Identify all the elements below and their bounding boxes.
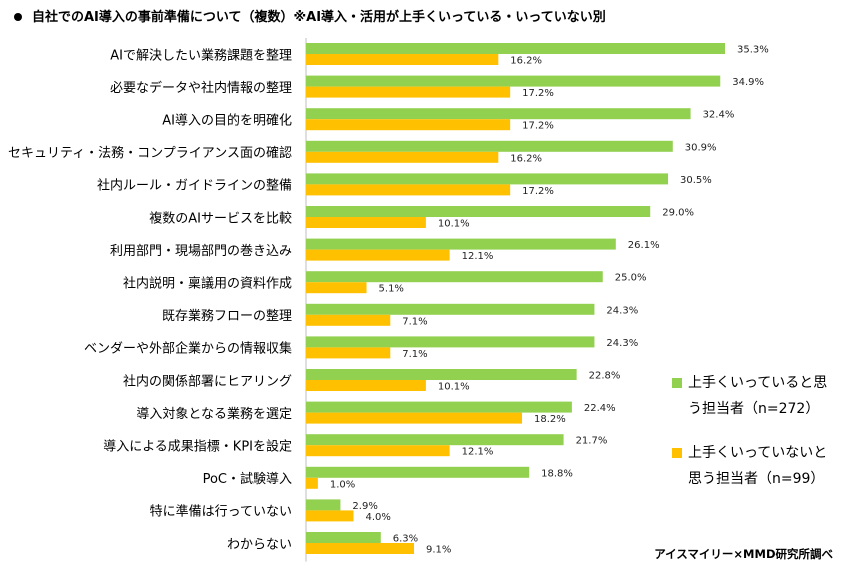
legend-label-series2: 上手くいっていないと思う担当者（n=99） <box>688 445 828 487</box>
bar-series1 <box>306 238 616 250</box>
category-label: 利用部門・現場部門の巻き込み <box>110 244 292 259</box>
bar-series2 <box>306 380 426 391</box>
legend-swatch-series2 <box>672 448 682 458</box>
category-label: ベンダーや外部企業からの情報収集 <box>84 341 292 357</box>
bar-series2 <box>306 54 499 65</box>
data-label-series2: 4.0% <box>365 512 390 523</box>
data-label-series1: 6.3% <box>393 534 418 545</box>
data-label-series2: 16.2% <box>510 153 542 164</box>
category-label: 複数のAIサービスを比較 <box>149 210 292 226</box>
data-label-series1: 24.3% <box>606 338 638 349</box>
data-label-series2: 5.1% <box>379 284 404 295</box>
category-label: 社内の関係部署にヒアリング <box>123 373 292 389</box>
data-label-series2: 7.1% <box>402 316 427 327</box>
data-label-series2: 16.2% <box>510 56 542 67</box>
data-label-series1: 22.4% <box>584 403 616 414</box>
data-label-series1: 25.0% <box>615 273 647 284</box>
bar-series1 <box>306 499 341 511</box>
bar-series1 <box>306 173 669 185</box>
bar-series2 <box>306 445 450 457</box>
data-label-series2: 18.2% <box>534 414 566 425</box>
bar-series1 <box>306 206 651 217</box>
data-label-series1: 24.3% <box>606 305 638 316</box>
data-label-series1: 30.5% <box>680 175 712 186</box>
bar-series1 <box>306 271 603 283</box>
category-label: 導入対象となる業務を選定 <box>136 406 292 422</box>
data-label-series1: 34.9% <box>732 77 764 88</box>
chart-title: 自社でのAI導入の事前準備について（複数）※AI導入・活用が上手くいっている・い… <box>14 6 606 25</box>
legend-swatch-series1 <box>672 378 682 388</box>
bar-series2 <box>306 249 450 261</box>
bar-series1 <box>306 75 721 87</box>
bar-series2 <box>306 86 511 98</box>
category-label: PoC・試験導入 <box>203 471 292 487</box>
bar-series2 <box>306 282 367 294</box>
legend-item-series2: 上手くいっていないと思う担当者（n=99） <box>672 440 832 492</box>
category-label: 社内説明・稟議用の資料作成 <box>123 276 292 292</box>
bar-series1 <box>306 434 564 446</box>
data-label-series2: 17.2% <box>522 121 554 132</box>
bar-series1 <box>306 369 577 380</box>
data-label-series2: 17.2% <box>522 88 554 99</box>
data-label-series2: 7.1% <box>402 349 427 360</box>
bar-series2 <box>306 314 391 326</box>
bar-series1 <box>306 466 530 478</box>
bar-series2 <box>306 510 354 522</box>
data-label-series2: 12.1% <box>462 447 494 458</box>
data-label-series1: 21.7% <box>576 436 608 447</box>
bar-series1 <box>306 140 673 152</box>
data-label-series1: 18.8% <box>541 468 573 479</box>
bar-series2 <box>306 184 511 196</box>
category-label: 既存業務フローの整理 <box>162 308 292 324</box>
bar-series1 <box>306 401 572 413</box>
data-label-series1: 2.9% <box>352 501 377 512</box>
category-label: セキュリティ・法務・コンプライアンス面の確認 <box>8 145 292 161</box>
bar-series1 <box>306 532 381 543</box>
legend: 上手くいっていると思う担当者（n=272） 上手くいっていないと思う担当者（n=… <box>672 370 832 510</box>
bar-series1 <box>306 336 595 348</box>
data-label-series2: 10.1% <box>438 219 470 230</box>
category-label: AI導入の目的を明確化 <box>162 113 292 129</box>
chart-title-text: 自社でのAI導入の事前準備について（複数）※AI導入・活用が上手くいっている・い… <box>32 10 606 25</box>
legend-item-series1: 上手くいっていると思う担当者（n=272） <box>672 370 832 422</box>
category-label: 社内ルール・ガイドラインの整備 <box>97 178 292 194</box>
data-label-series2: 12.1% <box>462 251 494 262</box>
category-label: 特に準備は行っていない <box>150 504 292 520</box>
category-label: AIで解決したい業務課題を整理 <box>110 47 292 63</box>
data-label-series1: 26.1% <box>628 240 660 251</box>
data-label-series1: 32.4% <box>703 110 735 121</box>
category-label: 導入による成果指標・KPIを設定 <box>103 439 292 455</box>
data-label-series1: 29.0% <box>662 208 694 219</box>
data-label-series2: 10.1% <box>438 382 470 393</box>
data-label-series2: 17.2% <box>522 186 554 197</box>
bar-series2 <box>306 217 426 228</box>
category-label: 必要なデータや社内情報の整理 <box>110 80 292 96</box>
bar-series2 <box>306 151 499 163</box>
legend-label-series1: 上手くいっていると思う担当者（n=272） <box>688 375 828 417</box>
data-label-series1: 22.8% <box>589 371 621 382</box>
bar-series1 <box>306 108 691 120</box>
data-label-series2: 9.1% <box>426 545 451 556</box>
category-label: わからない <box>227 537 292 552</box>
bar-series2 <box>306 543 415 554</box>
bar-series2 <box>306 119 511 131</box>
data-label-series1: 35.3% <box>737 45 769 56</box>
bar-series2 <box>306 347 391 359</box>
bar-series1 <box>306 43 725 54</box>
data-label-series2: 1.0% <box>330 479 355 490</box>
data-label-series1: 30.9% <box>685 142 717 153</box>
source-credit: アイスマイリー×MMD研究所調べ <box>654 547 833 561</box>
bar-series2 <box>306 412 523 424</box>
bar-series2 <box>306 477 318 489</box>
bar-series1 <box>306 303 595 315</box>
bullet-dot-icon <box>14 12 22 21</box>
